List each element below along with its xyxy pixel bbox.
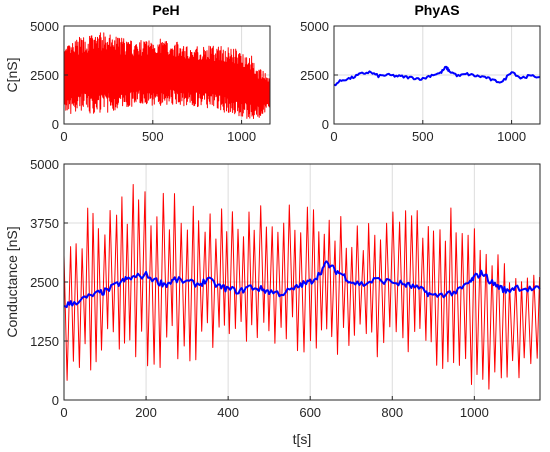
combined-ytick-label-4: 5000 bbox=[30, 157, 59, 172]
phyas-xtick-label-1: 500 bbox=[412, 129, 434, 144]
peh-ytick-label-1: 2500 bbox=[30, 68, 59, 83]
peh-series bbox=[63, 32, 271, 119]
peh-series-line-0 bbox=[63, 32, 271, 119]
combined-xtick-label-2: 400 bbox=[217, 405, 239, 420]
combined-xtick-label-4: 800 bbox=[381, 405, 403, 420]
combined-ylabel: Conductance [nS] bbox=[4, 226, 20, 337]
combined-xtick-label-3: 600 bbox=[299, 405, 321, 420]
combined-series bbox=[63, 184, 541, 390]
combined-xtick-label-1: 200 bbox=[135, 405, 157, 420]
peh-xtick-label-0: 0 bbox=[60, 129, 67, 144]
phyas-ytick-label-0: 0 bbox=[322, 117, 329, 132]
combined-ytick-label-3: 3750 bbox=[30, 216, 59, 231]
combined-xtick-label-0: 0 bbox=[60, 405, 67, 420]
peh-ytick-label-2: 5000 bbox=[30, 19, 59, 34]
peh-ytick-label-0: 0 bbox=[52, 117, 59, 132]
combined-ytick-label-1: 1250 bbox=[30, 334, 59, 349]
phyas-xtick-label-2: 1000 bbox=[497, 129, 526, 144]
phyas-series-line-0 bbox=[333, 65, 541, 87]
peh-title: PeH bbox=[152, 2, 179, 18]
peh-xtick-label-1: 500 bbox=[142, 129, 164, 144]
panel-peh: PeH 0 500 1000 0 2500 5000 C[nS] bbox=[4, 2, 271, 144]
peh-xtick-label-2: 1000 bbox=[227, 129, 256, 144]
peh-ylabel: C[nS] bbox=[4, 57, 20, 92]
panel-combined: 0 200 400 600 800 1000 0 1250 2500 3750 5000 Condu… bbox=[4, 157, 541, 447]
combined-ytick-label-2: 2500 bbox=[30, 275, 59, 290]
combined-ytick-label-0: 0 bbox=[52, 393, 59, 408]
phyas-title: PhyAS bbox=[414, 2, 459, 18]
phyas-xtick-label-0: 0 bbox=[330, 129, 337, 144]
combined-xlabel: t[s] bbox=[293, 431, 312, 447]
phyas-ytick-label-1: 2500 bbox=[300, 68, 329, 83]
combined-series-line-1 bbox=[63, 260, 541, 309]
combined-series-line-0 bbox=[63, 184, 541, 390]
phyas-series bbox=[333, 65, 541, 87]
phyas-ytick-label-2: 5000 bbox=[300, 19, 329, 34]
combined-xtick-label-5: 1000 bbox=[460, 405, 489, 420]
panel-phyas: PhyAS 0 500 1000 0 2500 5000 bbox=[300, 2, 541, 144]
